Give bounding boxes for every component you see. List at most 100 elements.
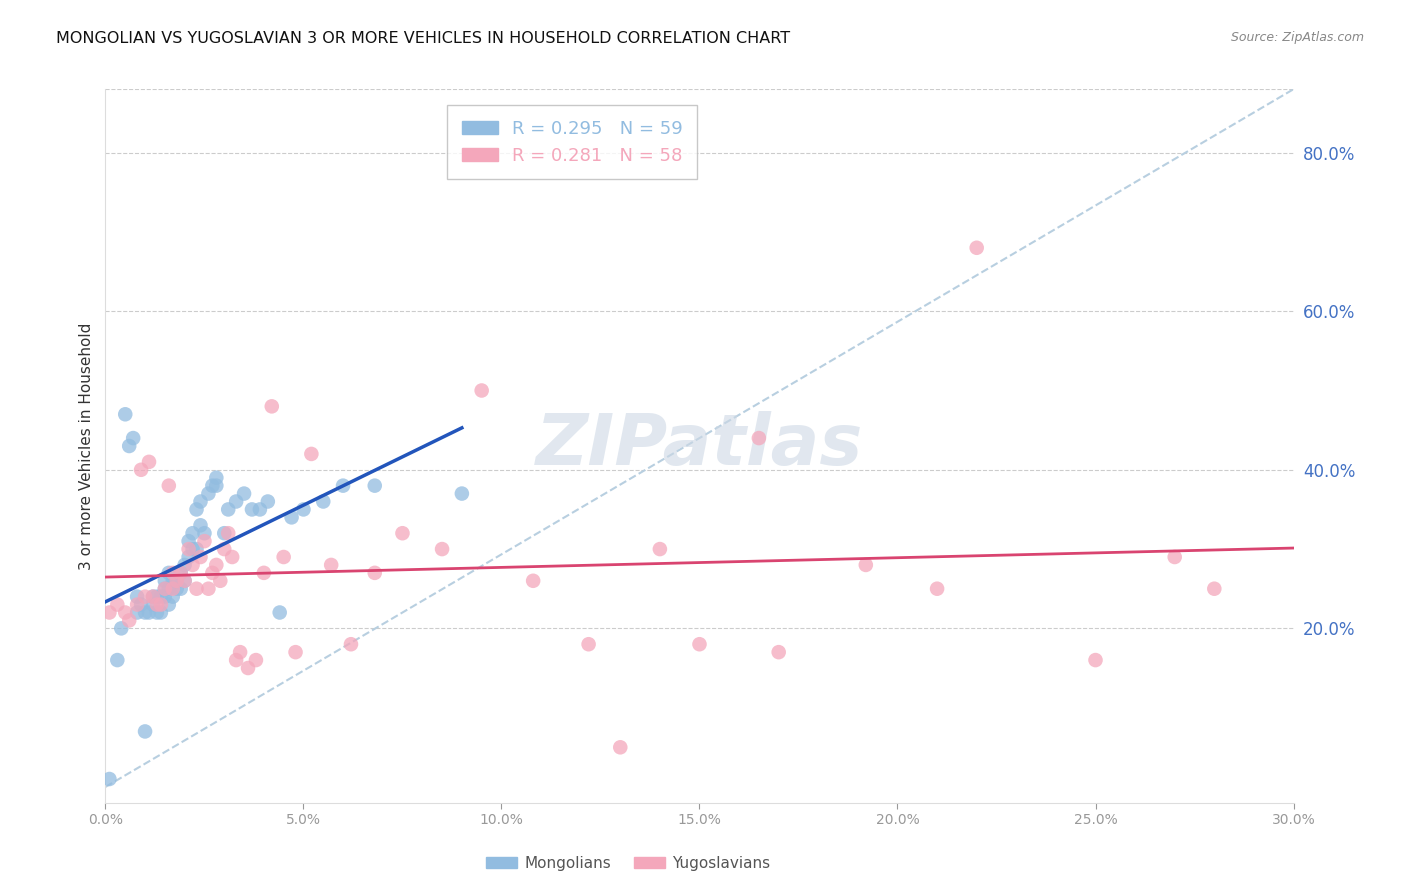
Point: [217, 526, 239, 541]
Point: [225, 653, 247, 667]
Point: [162, 574, 184, 588]
Point: [190, 494, 212, 508]
Point: [157, 598, 180, 612]
Point: [217, 502, 239, 516]
Point: [127, 606, 149, 620]
Point: [225, 494, 247, 508]
Point: [181, 526, 204, 541]
Point: [105, 653, 128, 667]
Point: [146, 590, 169, 604]
Point: [471, 384, 494, 398]
Point: [364, 566, 387, 580]
Point: [648, 542, 671, 557]
Point: [190, 518, 212, 533]
Point: [1164, 549, 1187, 564]
Point: [181, 558, 204, 572]
Point: [284, 645, 307, 659]
Point: [157, 478, 180, 492]
Point: [609, 740, 631, 755]
Point: [170, 566, 193, 580]
Point: [157, 566, 180, 580]
Point: [170, 566, 193, 580]
Point: [162, 590, 184, 604]
Point: [364, 478, 387, 492]
Point: [105, 598, 128, 612]
Point: [245, 653, 267, 667]
Point: [855, 558, 877, 572]
Point: [146, 606, 169, 620]
Point: [162, 566, 184, 580]
Point: [134, 724, 156, 739]
Point: [312, 494, 335, 508]
Point: [149, 598, 172, 612]
Point: [768, 645, 790, 659]
Point: [193, 534, 215, 549]
Point: [253, 566, 276, 580]
Point: [114, 606, 136, 620]
Point: [197, 486, 219, 500]
Point: [273, 549, 295, 564]
Point: [201, 478, 224, 492]
Point: [177, 549, 200, 564]
Point: [269, 606, 291, 620]
Point: [173, 574, 195, 588]
Point: [134, 606, 156, 620]
Point: [522, 574, 544, 588]
Point: [240, 502, 263, 516]
Point: [292, 502, 315, 516]
Point: [201, 566, 224, 580]
Point: [299, 447, 322, 461]
Point: [153, 582, 176, 596]
Point: [214, 526, 236, 541]
Point: [98, 606, 121, 620]
Point: [129, 598, 152, 612]
Point: [170, 582, 193, 596]
Point: [925, 582, 948, 596]
Point: [193, 526, 215, 541]
Point: [166, 574, 188, 588]
Point: [153, 582, 176, 596]
Point: [256, 494, 278, 508]
Point: [280, 510, 302, 524]
Point: [578, 637, 600, 651]
Point: [966, 241, 988, 255]
Point: [177, 542, 200, 557]
Point: [450, 486, 472, 500]
Point: [166, 574, 188, 588]
Point: [157, 582, 180, 596]
Y-axis label: 3 or more Vehicles in Household: 3 or more Vehicles in Household: [79, 322, 94, 570]
Point: [153, 574, 176, 588]
Text: ZIPatlas: ZIPatlas: [536, 411, 863, 481]
Point: [391, 526, 413, 541]
Point: [122, 431, 145, 445]
Legend: Mongolians, Yugoslavians: Mongolians, Yugoslavians: [479, 850, 776, 877]
Point: [162, 582, 184, 596]
Point: [181, 542, 204, 557]
Point: [149, 606, 172, 620]
Point: [197, 582, 219, 596]
Point: [142, 590, 165, 604]
Point: [233, 486, 256, 500]
Point: [689, 637, 711, 651]
Point: [430, 542, 453, 557]
Point: [205, 558, 228, 572]
Point: [173, 558, 195, 572]
Point: [221, 549, 243, 564]
Point: [236, 661, 259, 675]
Point: [149, 590, 172, 604]
Point: [138, 455, 160, 469]
Point: [229, 645, 252, 659]
Point: [173, 574, 195, 588]
Point: [214, 542, 236, 557]
Point: [205, 478, 228, 492]
Point: [1084, 653, 1107, 667]
Point: [209, 574, 232, 588]
Point: [748, 431, 770, 445]
Point: [166, 582, 188, 596]
Point: [142, 598, 165, 612]
Point: [153, 590, 176, 604]
Point: [127, 590, 149, 604]
Point: [134, 590, 156, 604]
Point: [129, 463, 152, 477]
Point: [186, 502, 208, 516]
